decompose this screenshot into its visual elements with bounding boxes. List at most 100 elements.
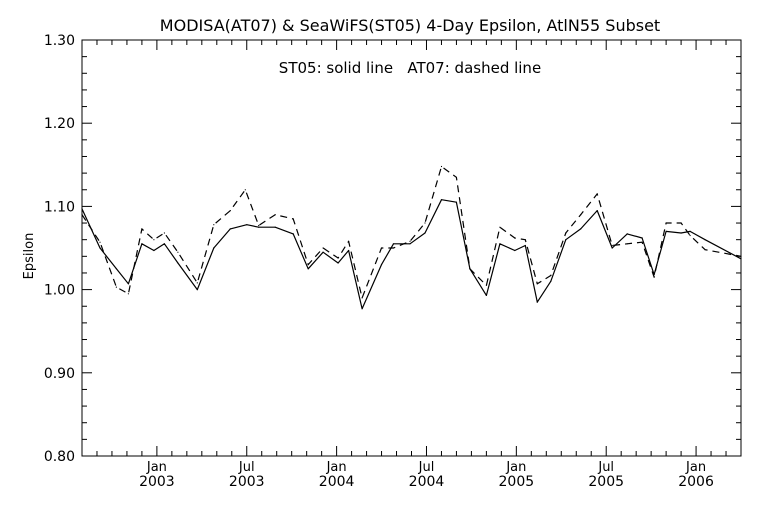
x-tick-label-year: 2004 bbox=[319, 474, 355, 490]
data-point-st05 bbox=[348, 249, 350, 252]
data-point-st05 bbox=[307, 268, 309, 270]
data-point-at07 bbox=[141, 228, 143, 230]
data-point-at07 bbox=[258, 224, 260, 227]
data-point-st05 bbox=[99, 247, 101, 249]
data-point-at07 bbox=[611, 244, 613, 247]
data-point-at07 bbox=[322, 247, 324, 249]
data-point-st05 bbox=[337, 262, 339, 264]
data-point-at07 bbox=[626, 243, 628, 245]
data-point-at07 bbox=[704, 249, 706, 251]
data-point-at07 bbox=[307, 264, 309, 266]
x-tick-label-year: 2004 bbox=[409, 474, 445, 490]
data-point-st05 bbox=[704, 239, 706, 241]
plot-frame bbox=[81, 39, 742, 457]
data-point-at07 bbox=[653, 276, 655, 278]
data-point-st05 bbox=[258, 226, 260, 228]
data-point-st05 bbox=[292, 233, 294, 235]
data-point-at07 bbox=[213, 224, 215, 226]
data-point-st05 bbox=[740, 258, 742, 260]
data-point-st05 bbox=[611, 247, 613, 249]
data-point-st05 bbox=[680, 232, 682, 234]
y-tick-label: 0.90 bbox=[44, 366, 75, 382]
legend-annotation: ST05: solid line AT07: dashed line bbox=[279, 59, 541, 77]
x-tick-label-year: 2003 bbox=[229, 474, 265, 490]
data-point-st05 bbox=[163, 243, 165, 245]
data-point-at07 bbox=[337, 257, 339, 259]
y-tick-label: 1.00 bbox=[44, 283, 75, 299]
data-point-st05 bbox=[641, 237, 643, 239]
data-point-st05 bbox=[81, 208, 83, 210]
data-point-st05 bbox=[127, 283, 129, 285]
data-point-at07 bbox=[361, 297, 363, 299]
data-point-at07 bbox=[580, 214, 582, 216]
data-point-st05 bbox=[424, 232, 426, 234]
data-point-at07 bbox=[163, 232, 165, 234]
data-point-st05 bbox=[665, 230, 667, 232]
data-point-at07 bbox=[514, 237, 516, 239]
data-point-at07 bbox=[153, 239, 155, 241]
data-point-at07 bbox=[292, 218, 294, 220]
data-point-at07 bbox=[689, 234, 691, 237]
data-point-st05 bbox=[689, 230, 691, 232]
data-point-at07 bbox=[99, 241, 101, 243]
data-point-st05 bbox=[596, 210, 598, 212]
data-point-st05 bbox=[196, 289, 198, 291]
data-point-st05 bbox=[153, 249, 155, 252]
data-point-at07 bbox=[127, 293, 129, 295]
data-point-at07 bbox=[740, 255, 742, 257]
series-line-st05 bbox=[81, 199, 742, 310]
x-tick-label-month: Jan bbox=[146, 460, 167, 475]
data-point-st05 bbox=[485, 294, 487, 296]
data-point-st05 bbox=[392, 243, 395, 245]
data-point-st05 bbox=[177, 262, 179, 264]
data-point-at07 bbox=[348, 240, 350, 242]
data-point-st05 bbox=[514, 249, 516, 252]
chart-title: MODISA(AT07) & SeaWiFS(ST05) 4-Day Epsil… bbox=[160, 16, 660, 35]
data-point-at07 bbox=[641, 241, 643, 243]
series-layer bbox=[81, 165, 742, 310]
data-point-st05 bbox=[455, 201, 457, 203]
data-point-at07 bbox=[440, 165, 443, 168]
y-tick-label: 1.30 bbox=[44, 33, 75, 49]
data-point-at07 bbox=[536, 283, 538, 285]
x-axis-ticks: Jan2003Jul2003Jan2004Jul2004Jan2005Jul20… bbox=[96, 40, 727, 490]
data-point-at07 bbox=[665, 222, 667, 224]
data-point-at07 bbox=[274, 214, 276, 216]
data-point-st05 bbox=[115, 268, 117, 270]
data-point-at07 bbox=[244, 189, 246, 191]
data-point-st05 bbox=[580, 228, 582, 230]
x-tick-label-year: 2005 bbox=[499, 474, 535, 490]
x-tick-label-year: 2003 bbox=[139, 474, 175, 490]
data-point-st05 bbox=[536, 301, 538, 303]
data-point-at07 bbox=[392, 247, 395, 249]
x-tick-label-year: 2006 bbox=[678, 474, 714, 490]
data-point-at07 bbox=[424, 222, 426, 224]
data-point-st05 bbox=[550, 280, 552, 282]
data-point-at07 bbox=[115, 286, 117, 288]
data-point-st05 bbox=[361, 308, 363, 310]
data-point-at07 bbox=[455, 176, 457, 178]
data-point-st05 bbox=[213, 247, 215, 249]
data-point-at07 bbox=[565, 232, 567, 234]
x-tick-label-month: Jan bbox=[326, 460, 347, 475]
data-point-st05 bbox=[440, 199, 443, 201]
data-point-st05 bbox=[141, 243, 143, 245]
data-point-st05 bbox=[274, 226, 276, 228]
data-point-st05 bbox=[380, 264, 383, 266]
x-tick-label-month: Jul bbox=[597, 460, 614, 475]
x-tick-label-month: Jul bbox=[418, 460, 435, 475]
data-point-at07 bbox=[229, 210, 231, 212]
data-point-at07 bbox=[409, 240, 411, 242]
data-point-st05 bbox=[409, 243, 411, 245]
data-point-at07 bbox=[81, 214, 83, 216]
data-point-st05 bbox=[246, 224, 248, 226]
series-line-at07 bbox=[81, 165, 742, 299]
y-tick-label: 1.20 bbox=[44, 116, 75, 132]
x-tick-label-month: Jul bbox=[238, 460, 255, 475]
data-point-at07 bbox=[550, 274, 552, 277]
y-tick-label: 1.10 bbox=[44, 199, 75, 215]
data-point-at07 bbox=[196, 282, 198, 284]
y-tick-label: 0.80 bbox=[44, 449, 75, 465]
